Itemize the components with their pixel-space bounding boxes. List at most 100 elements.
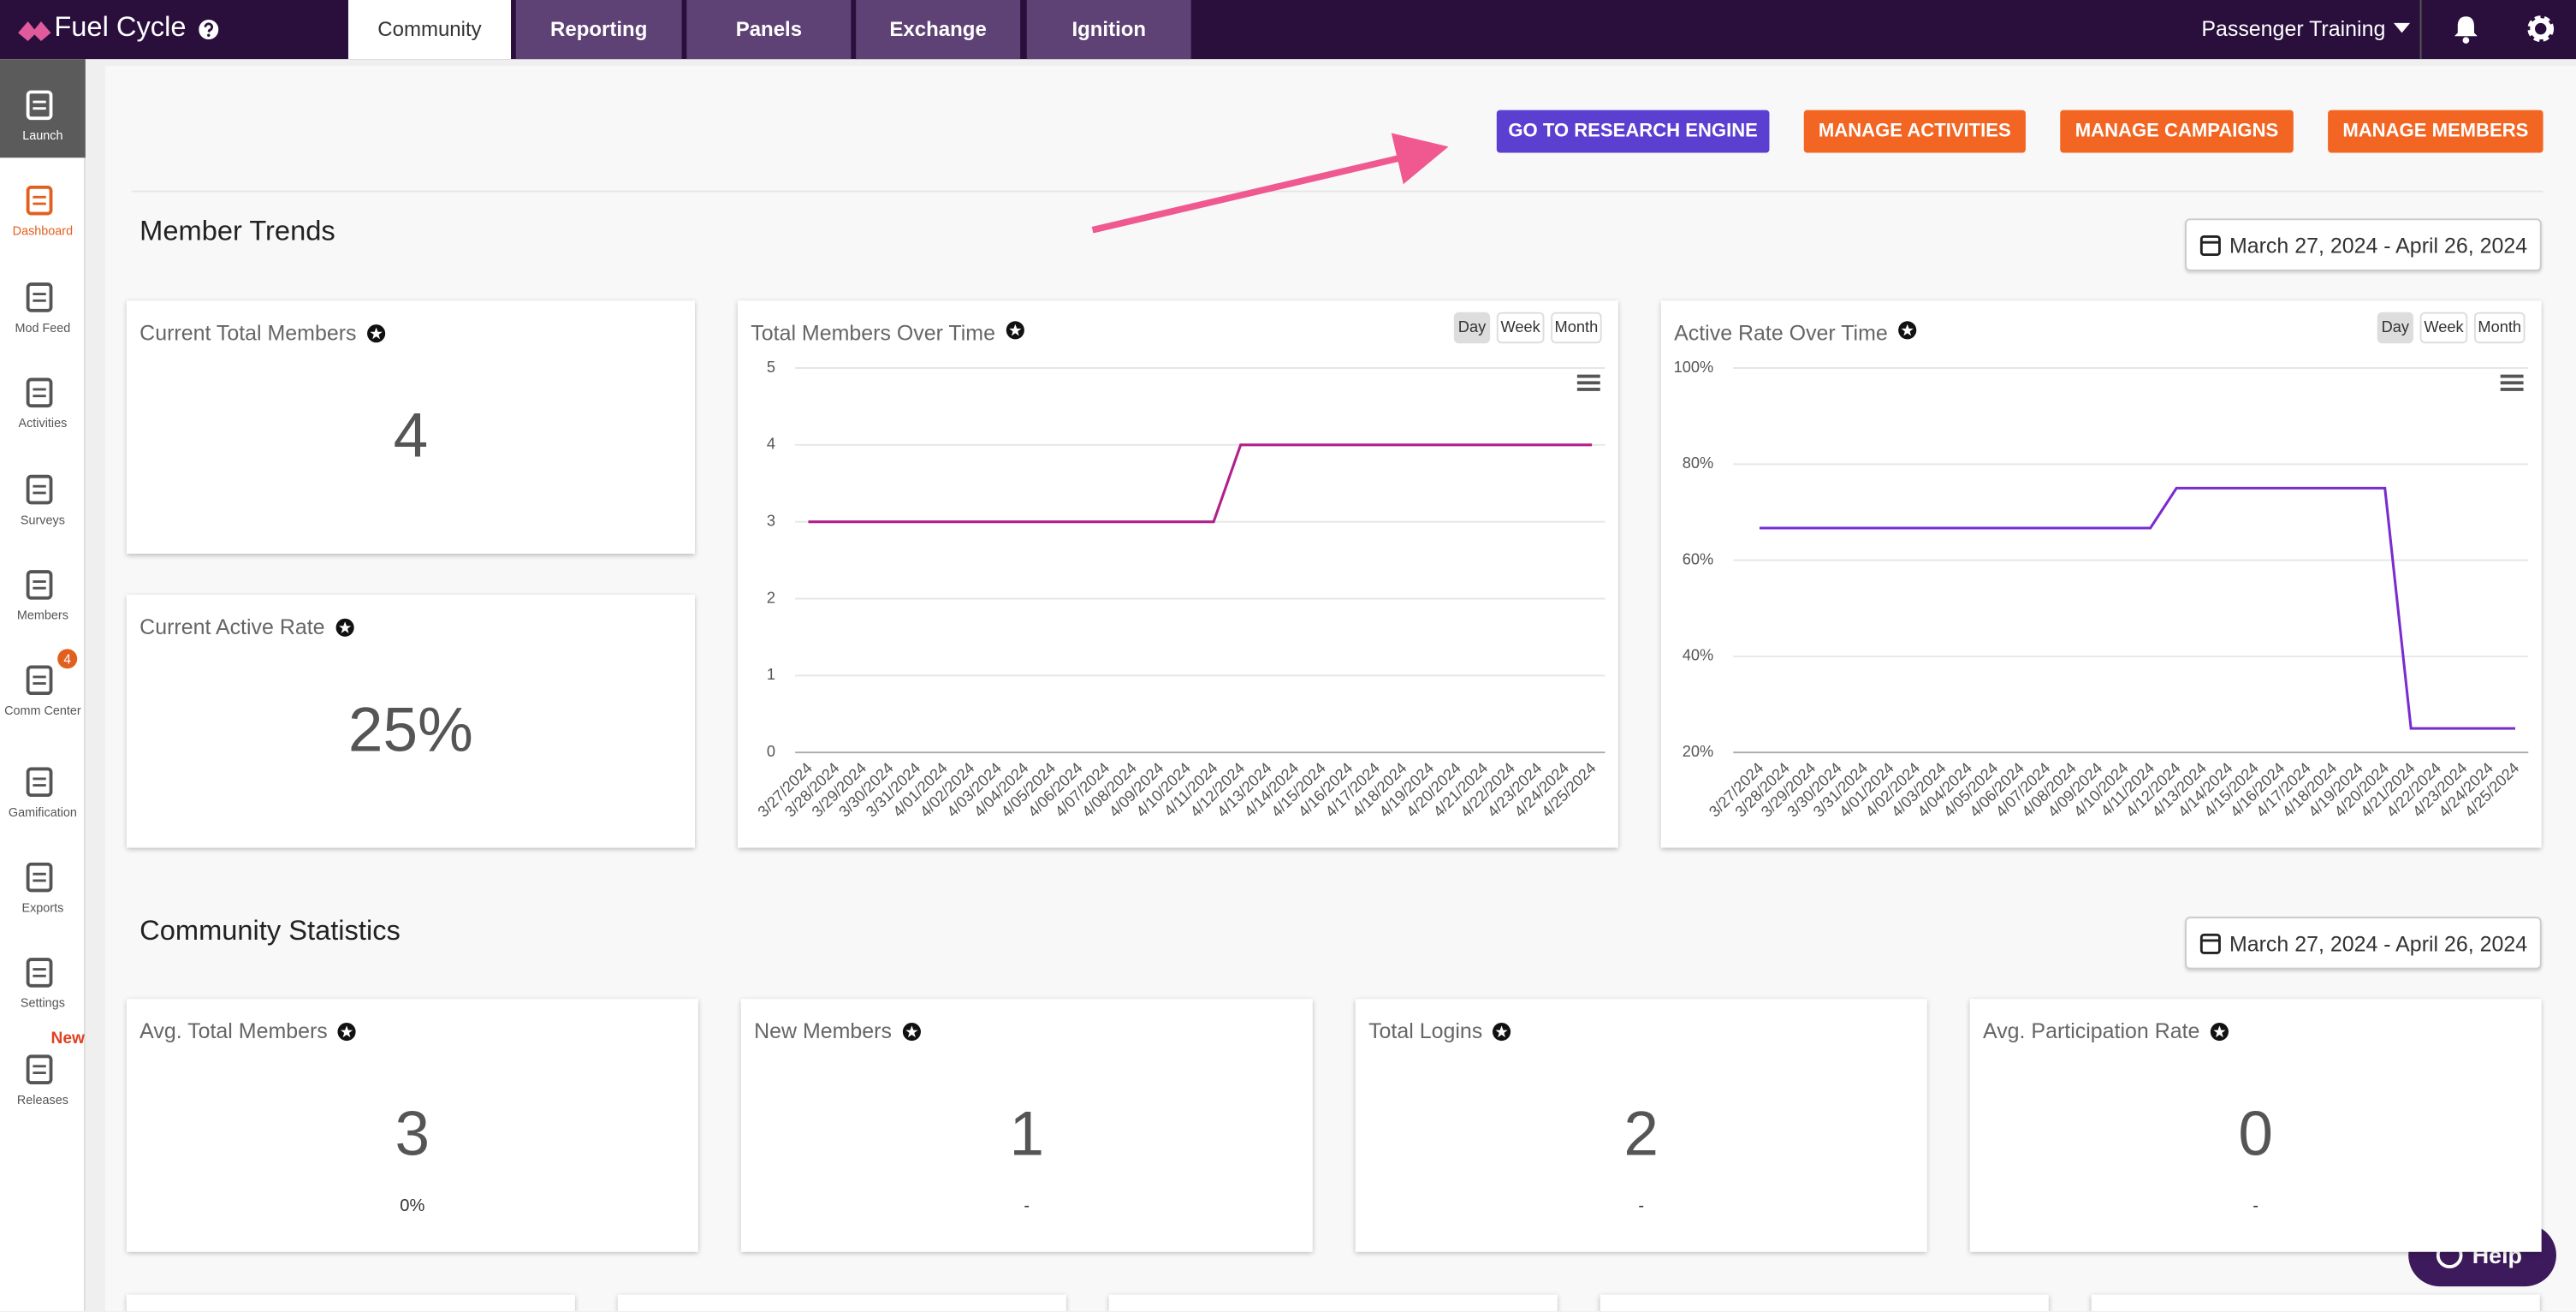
date-range[interactable]: March 27, 2024 - April 26, 2024 bbox=[2185, 218, 2542, 271]
section-title: Member Trends bbox=[139, 215, 335, 246]
card-label: New Members bbox=[754, 1018, 892, 1043]
date-range[interactable]: March 27, 2024 - April 26, 2024 bbox=[2185, 917, 2542, 970]
bell-icon[interactable] bbox=[2453, 15, 2479, 45]
sidebar-icon bbox=[26, 377, 53, 408]
action-button[interactable]: MANAGE ACTIVITIES bbox=[1803, 110, 2026, 153]
icon-shape bbox=[26, 377, 53, 408]
info-star bbox=[339, 621, 352, 633]
badge: New bbox=[50, 1030, 85, 1048]
info-icon bbox=[1006, 321, 1024, 340]
nav-tab[interactable]: Community bbox=[347, 0, 512, 60]
info-star bbox=[1009, 324, 1022, 336]
y-tick-label: 40% bbox=[1683, 646, 1713, 664]
period-button[interactable]: Month bbox=[1551, 312, 1602, 344]
menu-icon bbox=[1576, 374, 1600, 378]
sidebar-label[interactable]: Members bbox=[16, 608, 68, 623]
info-icon bbox=[1492, 1022, 1511, 1042]
card bbox=[2091, 1294, 2540, 1311]
menu-icon bbox=[2500, 381, 2524, 385]
card-value: 0 bbox=[2238, 1101, 2273, 1170]
card-sub: - bbox=[2253, 1196, 2259, 1216]
info-icon bbox=[367, 324, 386, 343]
sidebar-label[interactable]: Gamification bbox=[8, 804, 77, 820]
sidebar-icon bbox=[26, 862, 53, 893]
period-button[interactable]: Week bbox=[2419, 312, 2468, 344]
sidebar-label[interactable]: Settings bbox=[20, 995, 65, 1011]
card-sub: - bbox=[1638, 1196, 1645, 1216]
info-icon bbox=[2210, 1022, 2229, 1042]
sidebar-label[interactable]: Surveys bbox=[20, 512, 65, 528]
sidebar-icon bbox=[26, 474, 53, 505]
icon-shape bbox=[26, 474, 53, 505]
calendar-icon bbox=[2199, 234, 2221, 256]
account-name[interactable]: Passenger Training bbox=[2201, 16, 2386, 41]
period-button[interactable]: Week bbox=[1496, 312, 1545, 344]
sidebar-label[interactable]: Exports bbox=[21, 899, 64, 916]
sidebar-label[interactable]: Releases bbox=[16, 1092, 68, 1107]
chart-title: Total Members Over Time bbox=[751, 320, 995, 346]
icon-shape bbox=[26, 570, 53, 600]
card-label: Current Total Members bbox=[139, 320, 357, 346]
sidebar-label[interactable]: Launch bbox=[22, 128, 63, 144]
menu-icon bbox=[2500, 374, 2524, 378]
action-button[interactable]: MANAGE MEMBERS bbox=[2328, 110, 2543, 153]
card bbox=[1108, 1294, 1558, 1311]
icon-shape bbox=[26, 1054, 53, 1084]
sidebar-label[interactable]: Comm Center bbox=[4, 703, 81, 718]
info-icon bbox=[335, 618, 354, 637]
nav-tab[interactable]: Panels bbox=[686, 0, 852, 60]
cal bbox=[2199, 933, 2221, 954]
data-line bbox=[808, 443, 1593, 524]
action-button[interactable]: MANAGE CAMPAIGNS bbox=[2060, 110, 2294, 153]
chart-card bbox=[737, 300, 1618, 848]
annotation-arrow bbox=[1091, 133, 1449, 234]
nav-tab[interactable]: Exchange bbox=[856, 0, 1021, 60]
period-button[interactable]: Day bbox=[2377, 312, 2413, 344]
card-value: 2 bbox=[1623, 1101, 1659, 1170]
sidebar-label[interactable]: Dashboard bbox=[12, 223, 74, 239]
chart-title: Active Rate Over Time bbox=[1674, 320, 1888, 346]
stat-card bbox=[740, 999, 1313, 1252]
sidebar-label[interactable]: Activities bbox=[18, 415, 68, 430]
y-tick-label: 3 bbox=[767, 511, 775, 529]
card-label: Avg. Total Members bbox=[139, 1018, 328, 1043]
stat-card bbox=[126, 999, 698, 1252]
y-tick-label: 5 bbox=[767, 358, 775, 376]
info-icon bbox=[337, 1022, 356, 1042]
logo bbox=[18, 21, 51, 41]
gear-icon[interactable] bbox=[2525, 13, 2555, 44]
info-icon bbox=[1898, 321, 1917, 340]
y-tick-label: 0 bbox=[767, 742, 775, 760]
sidebar-icon bbox=[26, 570, 53, 600]
icon-shape bbox=[26, 282, 53, 312]
stat-card bbox=[126, 594, 696, 848]
card-sub: - bbox=[1024, 1196, 1030, 1216]
divider bbox=[2419, 0, 2422, 60]
sidebar bbox=[0, 59, 86, 1311]
help-icon[interactable] bbox=[199, 20, 219, 40]
info-icon bbox=[902, 1022, 921, 1042]
brand[interactable]: Fuel Cycle bbox=[54, 11, 187, 43]
action-button[interactable]: GO TO RESEARCH ENGINE bbox=[1496, 110, 1770, 153]
info-star bbox=[370, 327, 383, 340]
card bbox=[126, 1294, 575, 1311]
cal bbox=[2199, 234, 2221, 256]
sidebar-label[interactable]: Mod Feed bbox=[15, 320, 71, 335]
icon-shape bbox=[26, 665, 53, 696]
period-button[interactable]: Month bbox=[2473, 312, 2526, 344]
y-tick-label: 4 bbox=[767, 435, 775, 453]
nav-tab[interactable]: Ignition bbox=[1026, 0, 1191, 60]
caret[interactable] bbox=[2392, 21, 2412, 34]
nav-tab[interactable]: Reporting bbox=[515, 0, 682, 60]
card bbox=[617, 1294, 1066, 1311]
stat-card bbox=[126, 300, 696, 554]
card bbox=[1600, 1294, 2049, 1311]
period-button[interactable]: Day bbox=[1453, 312, 1491, 344]
badge: 4 bbox=[57, 649, 78, 669]
y-tick-label: 2 bbox=[767, 588, 775, 606]
section-title: Community Statistics bbox=[139, 915, 401, 947]
card-value: 3 bbox=[395, 1101, 430, 1170]
